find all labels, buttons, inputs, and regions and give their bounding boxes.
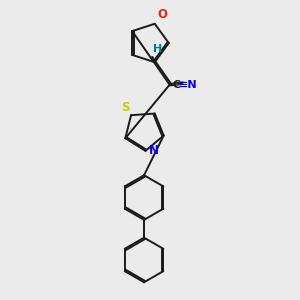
Text: H: H [153, 44, 163, 54]
Text: O: O [157, 8, 167, 21]
Text: C: C [172, 80, 180, 90]
Text: S: S [121, 101, 130, 114]
Text: N: N [148, 144, 158, 157]
Text: ≡N: ≡N [179, 80, 198, 90]
